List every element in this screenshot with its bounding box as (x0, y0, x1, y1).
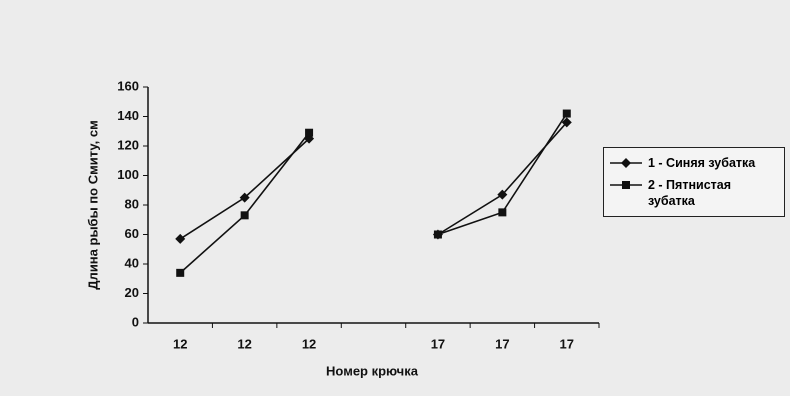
x-tick-label: 12 (173, 336, 187, 351)
x-axis-title: Номер крючка (326, 363, 419, 378)
series-line (179, 113, 568, 274)
y-tick-label: 100 (117, 167, 139, 182)
legend: 1 - Синяя зубатка 2 - Пятнистая зубатка (603, 147, 785, 217)
x-tick-label: 17 (431, 336, 445, 351)
marker (622, 181, 630, 189)
legend-item: 1 - Синяя зубатка (604, 152, 784, 174)
marker (621, 158, 631, 168)
y-tick-label: 160 (117, 78, 139, 93)
legend-label: 1 - Синяя зубатка (648, 156, 756, 170)
marker (176, 268, 185, 277)
legend-icon (610, 181, 642, 189)
x-tick-label: 12 (237, 336, 251, 351)
y-tick-label: 120 (117, 137, 139, 152)
y-tick-label: 0 (132, 314, 139, 329)
legend-label: 2 - Пятнистая зубатка (648, 178, 732, 208)
marker (562, 109, 571, 118)
x-tick-label: 17 (495, 336, 509, 351)
marker (175, 233, 186, 244)
x-tick-label: 12 (302, 336, 316, 351)
marker (240, 211, 249, 220)
marker (305, 128, 314, 137)
y-tick-label: 40 (125, 255, 139, 270)
legend-item: 2 - Пятнистая зубатка (604, 174, 784, 212)
y-tick-label: 140 (117, 108, 139, 123)
legend-icon (610, 158, 642, 168)
y-tick-label: 60 (125, 226, 139, 241)
y-axis-title: Длина рыбы по Смиту, см (85, 120, 100, 289)
y-tick-label: 20 (125, 285, 139, 300)
x-tick-label: 17 (560, 336, 574, 351)
marker (497, 189, 508, 200)
marker (433, 230, 442, 239)
marker (561, 117, 572, 128)
marker (498, 208, 507, 217)
y-tick-label: 80 (125, 196, 139, 211)
marker (239, 192, 250, 203)
